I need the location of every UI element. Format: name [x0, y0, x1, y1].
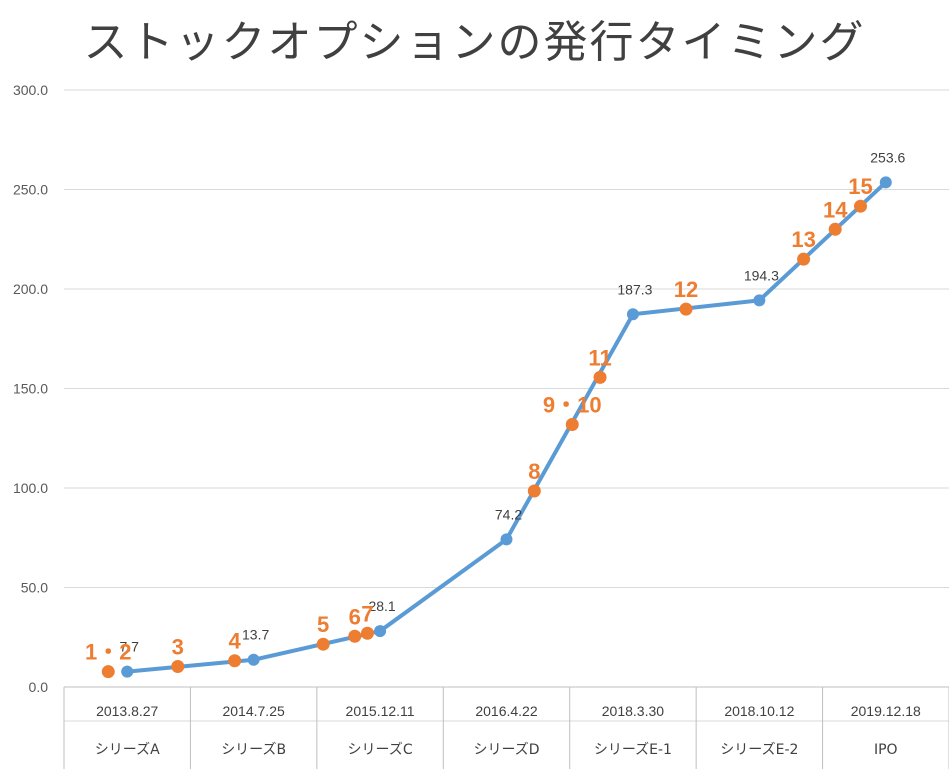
x-category-series: シリーズA [95, 742, 160, 758]
annotation-point [171, 660, 185, 674]
series-value-label: 253.6 [870, 149, 905, 165]
series-value-label: 74.2 [495, 506, 522, 522]
annotation-label: 3 [172, 635, 184, 660]
x-category-series: シリーズE-1 [594, 742, 672, 758]
x-category-date: 2018.3.30 [602, 703, 664, 719]
series-value-label: 194.3 [744, 267, 779, 283]
series-point [121, 665, 134, 678]
x-category-series: シリーズB [221, 742, 286, 758]
annotation-point [360, 626, 374, 640]
series-point [374, 625, 387, 638]
series-points: 7.7 13.7 28.1 74.2 187.3 194.3 253.6 [119, 149, 906, 678]
annotation-label: 7 [361, 601, 373, 626]
series-value-label: 28.1 [368, 598, 395, 614]
annotation-label: 1・2 [85, 640, 131, 665]
y-tick-label: 200.0 [13, 281, 48, 297]
y-tick-label: 150.0 [13, 381, 48, 397]
y-tick-label: 300.0 [13, 82, 48, 98]
x-category-date: 2015.12.11 [346, 703, 415, 719]
annotation-label: 4 [229, 629, 242, 654]
series-point [626, 308, 639, 321]
x-category-date: 2019.12.18 [851, 703, 921, 719]
x-category-date: 2018.10.12 [724, 703, 794, 719]
annotation-label: 6 [349, 604, 361, 629]
y-tick-label: 0.0 [29, 679, 49, 695]
y-axis-ticks: 0.0 50.0 100.0 150.0 200.0 250.0 300.0 [13, 82, 48, 695]
series-point [500, 533, 513, 546]
y-tick-label: 250.0 [13, 182, 48, 198]
series-value-label: 7.7 [119, 639, 139, 655]
series-point [879, 176, 892, 189]
y-tick-label: 100.0 [13, 480, 48, 496]
annotation-label: 8 [528, 459, 540, 484]
series-point [753, 294, 766, 307]
x-axis-table: 2013.8.27 シリーズA 2014.7.25 シリーズB 2015.12.11 シリ… [63, 686, 949, 769]
x-category-date: 2014.7.25 [222, 703, 284, 719]
x-category-series: IPO [874, 742, 898, 758]
annotation-point [565, 418, 579, 432]
annotation-point [854, 199, 867, 213]
x-category-series: シリーズD [473, 742, 539, 758]
x-category-series: シリーズE-2 [720, 742, 798, 758]
annotation-label: 11 [588, 345, 611, 370]
annotation-point [797, 252, 811, 266]
annotation-point [316, 637, 330, 651]
series-value-label: 187.3 [617, 281, 652, 297]
annotation-point [527, 484, 541, 498]
annotation-point [679, 302, 693, 316]
series-value-label: 13.7 [242, 627, 269, 643]
series-line [127, 180, 888, 674]
annotation-label: 13 [791, 227, 815, 252]
gridlines [64, 89, 949, 588]
annotation-label: 12 [674, 277, 698, 302]
chart-title: ストックオプションの発行タイミング [83, 17, 866, 68]
annotation-point [828, 222, 842, 236]
x-category-date: 2013.8.27 [96, 703, 158, 719]
annotation-point [228, 654, 242, 668]
series-point [247, 653, 260, 666]
annotation-label: 14 [823, 197, 848, 222]
y-tick-label: 50.0 [21, 580, 48, 596]
annotation-label: 5 [317, 612, 329, 637]
annotation-point [101, 665, 115, 679]
annotation-point [593, 370, 607, 384]
annotation-label: 15 [848, 174, 872, 199]
x-category-series: シリーズC [348, 742, 413, 758]
annotation-label: 9・10 [543, 393, 602, 418]
x-category-date: 2016.4.22 [475, 703, 537, 719]
annotation-point [348, 629, 362, 643]
series-polyline [127, 180, 888, 674]
